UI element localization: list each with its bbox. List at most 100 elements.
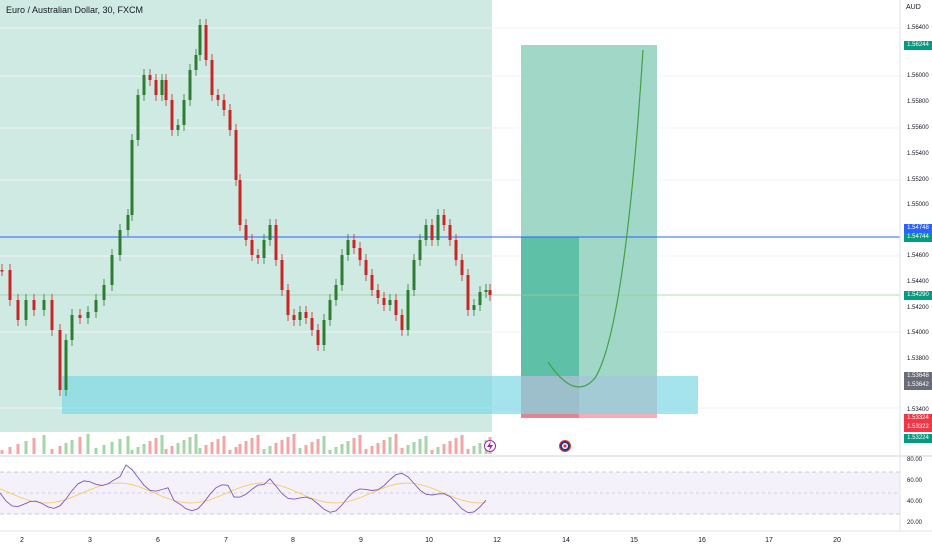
- price-tick: 1.54600: [907, 253, 929, 259]
- candle-body: [430, 225, 434, 240]
- candle-body: [216, 95, 220, 100]
- volume-bar: [370, 446, 374, 454]
- volume-bar: [376, 443, 380, 454]
- volume-bar: [234, 447, 238, 454]
- volume-bar: [78, 437, 82, 454]
- volume-bar: [182, 440, 186, 454]
- candle-body: [256, 255, 260, 258]
- volume-bar: [442, 444, 446, 454]
- time-tick: 17: [765, 537, 773, 544]
- volume-bar: [268, 446, 272, 454]
- candle-body: [78, 315, 82, 318]
- candle-body: [164, 80, 168, 100]
- volume-bar: [58, 446, 62, 454]
- volume-bar: [64, 443, 68, 454]
- candle-body: [400, 315, 404, 330]
- volume-bar: [160, 435, 164, 454]
- volume-bar: [170, 446, 174, 454]
- candle-body: [194, 55, 198, 70]
- volume-bar: [216, 439, 220, 454]
- volume-bar: [86, 434, 90, 454]
- volume-bar: [164, 449, 168, 454]
- candle-body: [94, 300, 98, 312]
- candle-body: [488, 290, 492, 295]
- volume-bar: [50, 449, 54, 454]
- candle-body: [148, 75, 152, 80]
- volume-bar: [406, 445, 410, 454]
- time-tick: 8: [291, 537, 295, 544]
- candle-body: [118, 230, 122, 255]
- time-tick: 2: [20, 537, 24, 544]
- candle-body: [102, 285, 106, 300]
- candle-body: [0, 270, 4, 272]
- volume-bar: [352, 438, 356, 454]
- candle-body: [358, 248, 362, 260]
- volume-bar: [436, 447, 440, 454]
- volume-bar: [102, 445, 106, 454]
- volume-bar: [358, 435, 362, 454]
- volume-bar: [24, 441, 28, 454]
- candle-body: [484, 290, 488, 292]
- candle-body: [448, 225, 452, 240]
- candle-body: [340, 255, 344, 285]
- candle-body: [406, 290, 410, 330]
- volume-bar: [198, 448, 202, 454]
- event-flag-icon[interactable]: [559, 440, 571, 452]
- candle-body: [222, 100, 226, 110]
- volume-bar: [154, 438, 158, 454]
- price-tick: 1.55800: [907, 99, 929, 105]
- volume-bar: [448, 441, 452, 454]
- price-tick: 1.54200: [907, 305, 929, 311]
- current-price-badge: 1.54290: [904, 291, 932, 300]
- candle-body: [466, 275, 470, 310]
- zone-top-badge: 1.53648: [904, 372, 932, 381]
- projection-curve[interactable]: [547, 49, 644, 388]
- volume-bar: [418, 439, 422, 454]
- candle-body: [154, 80, 158, 95]
- resistance-price-badge-2: 1.54744: [904, 233, 932, 242]
- stop-loss-badge-2: 1.53322: [904, 423, 932, 432]
- volume-bar: [126, 436, 130, 454]
- rsi-tick: 40.00: [907, 499, 923, 505]
- volume-bar: [274, 443, 278, 454]
- volume-bar: [364, 449, 368, 454]
- volume-bar: [110, 442, 114, 454]
- volume-bar: [430, 450, 434, 454]
- volume-bar: [262, 449, 266, 454]
- demand-zone[interactable]: [62, 376, 698, 414]
- candle-body: [70, 315, 74, 340]
- candle-body: [292, 315, 296, 320]
- price-tick: 1.53400: [907, 407, 929, 413]
- volume-bar: [340, 444, 344, 454]
- volume-bar: [136, 447, 140, 454]
- time-tick: 7: [224, 537, 228, 544]
- volume-bar: [478, 443, 482, 454]
- volume-bar: [0, 450, 4, 454]
- volume-bar: [42, 435, 46, 454]
- lightning-icon[interactable]: [484, 440, 496, 452]
- volume-bar: [412, 442, 416, 454]
- volume-bar: [460, 435, 464, 454]
- volume-bar: [142, 444, 146, 454]
- volume-bar: [280, 440, 284, 454]
- candle-body: [328, 300, 332, 320]
- volume-bar: [210, 442, 214, 454]
- candle-body: [274, 225, 278, 260]
- time-tick: 12: [493, 537, 501, 544]
- volume-bar: [228, 450, 232, 454]
- candle-body: [352, 240, 356, 248]
- candle-body: [436, 215, 440, 240]
- candle-body: [334, 285, 338, 300]
- volume-bar: [238, 444, 242, 454]
- volume-bar: [328, 450, 332, 454]
- candle-body: [388, 300, 392, 305]
- candle-body: [280, 260, 284, 290]
- candle-body: [176, 125, 180, 130]
- zone-top-badge-2: 1.53642: [904, 381, 932, 390]
- candle-body: [160, 80, 164, 95]
- volume-bar: [244, 441, 248, 454]
- volume-bar: [388, 437, 392, 454]
- volume-bar: [304, 445, 308, 454]
- candle-body: [24, 300, 28, 320]
